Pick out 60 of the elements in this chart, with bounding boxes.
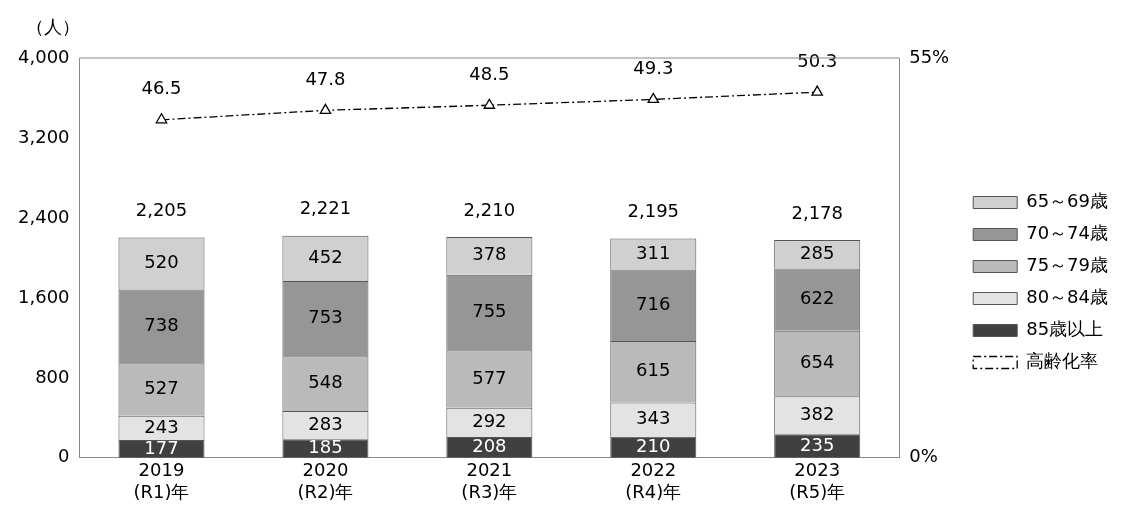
data-label: 622 [800,287,835,309]
data-label: 46.5 [141,77,182,99]
data-label: 755 [472,300,507,322]
x-tick-label: 2021 (R3)年 [461,459,518,502]
data-label: 382 [800,402,835,424]
data-label: 243 [144,415,179,437]
legend-label: 高齢化率 [1026,350,1099,372]
data-label: 285 [800,242,835,264]
x-tick-label: 2019 (R1)年 [133,459,190,502]
data-label: 520 [144,251,179,273]
y-tick-label: 800 [35,365,70,387]
data-label: 177 [144,436,179,458]
data-label: 235 [800,433,835,455]
y-tick-label: 4,000 [18,45,70,67]
x-tick-label: 2023 (R5)年 [789,459,846,502]
data-label: 311 [636,241,671,263]
y-tick-label: 3,200 [18,125,70,147]
data-label: 47.8 [305,68,346,90]
data-label: 292 [472,410,507,432]
y-tick-label: 0 [58,445,70,467]
data-label: 527 [144,377,179,399]
point [811,85,824,96]
total-label: 2,195 [627,200,680,222]
data-label: 208 [472,435,507,457]
data-label: 210 [636,434,671,456]
data-label: 185 [308,436,343,458]
legend-label: 70～74歳 [1026,222,1108,244]
point [647,92,660,104]
point [483,98,496,109]
total-label: 2,205 [135,199,188,221]
legend-label: 85歳以上 [1026,318,1104,340]
data-label: 50.3 [797,49,838,71]
data-label: 615 [636,359,671,381]
data-label: 283 [308,412,343,434]
total-label: 2,221 [299,197,352,219]
legend-label: 80～84歳 [1026,286,1108,308]
x-tick-label: 2020 (R2)年 [297,459,354,502]
y2-tick-label: 0% [909,445,938,467]
data-label: 577 [472,366,507,388]
data-label: 343 [636,407,671,429]
data-label: 738 [144,313,179,335]
data-label: 49.3 [633,57,674,79]
data-label: 548 [308,371,343,393]
data-label: 753 [308,306,343,328]
y-tick-label: 2,400 [18,205,70,227]
y-tick-label: 1,600 [18,285,70,307]
data-label: 48.5 [469,62,510,84]
point [155,113,168,124]
y-axis-title: （人） [26,15,80,37]
data-label: 378 [472,243,507,265]
y2-tick-label: 55% [909,45,950,67]
data-label: 654 [800,351,835,373]
data-label: 452 [308,246,343,268]
point [319,103,332,114]
total-label: 2,178 [791,201,843,223]
total-label: 2,210 [463,198,516,220]
data-label: 716 [636,292,671,314]
legend-label: 75～79歳 [1026,254,1108,276]
legend-label: 65～69歳 [1026,190,1108,212]
x-tick-label: 2022 (R4)年 [625,459,682,502]
